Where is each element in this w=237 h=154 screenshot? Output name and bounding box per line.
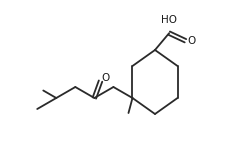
- Text: O: O: [101, 73, 110, 83]
- Text: O: O: [187, 36, 196, 46]
- Text: HO: HO: [161, 15, 177, 25]
